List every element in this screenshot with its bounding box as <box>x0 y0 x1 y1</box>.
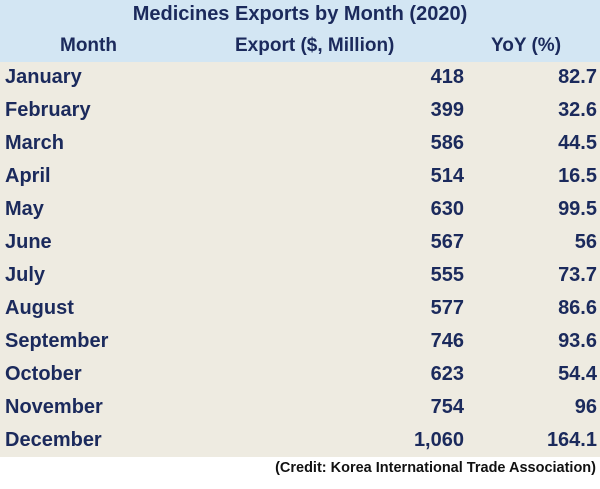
month-cell: August <box>5 297 74 319</box>
yoy-value-cell: 44.5 <box>558 132 597 154</box>
month-cell: July <box>5 264 46 286</box>
yoy-value-cell: 73.7 <box>558 264 597 286</box>
yoy-value-cell: 54.4 <box>558 363 597 385</box>
month-cell: June <box>5 231 52 253</box>
month-cell: September <box>5 330 109 352</box>
table-row: May 630 99.5 <box>0 194 600 227</box>
export-value-cell: 555 <box>430 264 464 286</box>
month-cell: April <box>5 165 51 187</box>
table-row: June 567 56 <box>0 227 600 260</box>
yoy-value-cell: 93.6 <box>558 330 597 352</box>
yoy-value-cell: 86.6 <box>558 297 597 319</box>
table-row: November 754 96 <box>0 392 600 425</box>
export-value-cell: 1,060 <box>413 429 464 451</box>
table-row: July 555 73.7 <box>0 260 600 293</box>
yoy-value-cell: 32.6 <box>558 99 597 121</box>
export-value-cell: 418 <box>430 66 464 88</box>
yoy-value-cell: 16.5 <box>558 165 597 187</box>
table-row: October 623 54.4 <box>0 359 600 392</box>
export-value-cell: 754 <box>430 396 464 418</box>
table-row: September 746 93.6 <box>0 326 600 359</box>
table-row: January 418 82.7 <box>0 62 600 95</box>
export-value-cell: 630 <box>430 198 464 220</box>
month-cell: February <box>5 99 91 121</box>
column-header-export: Export ($, Million) <box>235 35 395 56</box>
column-header-yoy: YoY (%) <box>491 35 562 56</box>
table-header: Medicines Exports by Month (2020) Month … <box>0 0 600 62</box>
month-cell: March <box>5 132 64 154</box>
credit-note: (Credit: Korea International Trade Assoc… <box>275 460 596 476</box>
export-value-cell: 514 <box>430 165 464 187</box>
export-value-cell: 586 <box>430 132 464 154</box>
table-row: April 514 16.5 <box>0 161 600 194</box>
yoy-value-cell: 164.1 <box>546 429 597 451</box>
yoy-value-cell: 96 <box>574 396 597 418</box>
table-body: January 418 82.7 February 399 32.6 March 586 44.… <box>0 62 600 457</box>
yoy-value-cell: 56 <box>574 231 597 253</box>
month-cell: May <box>5 198 44 220</box>
month-cell: December <box>5 429 102 451</box>
month-cell: January <box>5 66 82 88</box>
export-value-cell: 623 <box>430 363 464 385</box>
export-value-cell: 567 <box>430 231 464 253</box>
table-row: February 399 32.6 <box>0 95 600 128</box>
table-title: Medicines Exports by Month (2020) <box>132 3 468 25</box>
export-value-cell: 746 <box>430 330 464 352</box>
yoy-value-cell: 82.7 <box>558 66 597 88</box>
month-cell: November <box>5 396 103 418</box>
month-cell: October <box>5 363 82 385</box>
table-row: March 586 44.5 <box>0 128 600 161</box>
export-value-cell: 399 <box>430 99 464 121</box>
column-header-month: Month <box>60 35 117 56</box>
table-row: August 577 86.6 <box>0 293 600 326</box>
yoy-value-cell: 99.5 <box>558 198 597 220</box>
table-row: December 1,060 164.1 <box>0 425 600 458</box>
export-value-cell: 577 <box>430 297 464 319</box>
